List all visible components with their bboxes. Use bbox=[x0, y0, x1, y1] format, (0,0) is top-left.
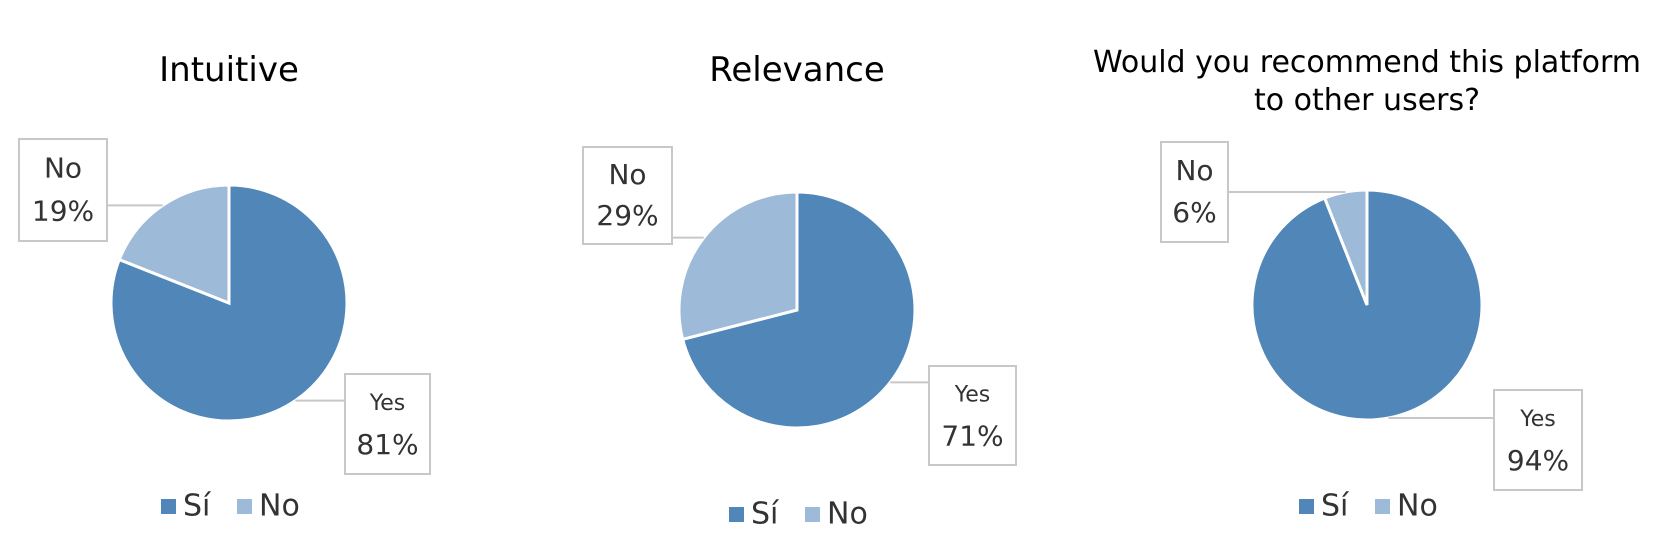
data-label-name: Yes bbox=[369, 391, 406, 416]
legend-swatch bbox=[729, 507, 744, 522]
legend-label: Sí bbox=[751, 497, 780, 532]
legend-label: Sí bbox=[183, 489, 212, 524]
legend-label: Sí bbox=[1321, 489, 1350, 524]
data-label-name: Yes bbox=[1519, 407, 1556, 432]
data-label: 6% bbox=[1172, 196, 1216, 229]
legend-swatch bbox=[161, 499, 176, 514]
pie-slice bbox=[680, 190, 917, 430]
data-label: 19% bbox=[32, 194, 94, 227]
label-box bbox=[18, 138, 108, 242]
legend-label: No bbox=[259, 489, 300, 524]
legend-label: No bbox=[827, 497, 868, 532]
chart-title: Relevance bbox=[709, 50, 885, 90]
data-label-name: Yes bbox=[954, 383, 991, 408]
pie-slice bbox=[109, 183, 349, 423]
pie-slice bbox=[677, 190, 799, 342]
data-label: 81% bbox=[356, 428, 418, 461]
label-box bbox=[1160, 141, 1229, 243]
pie-slice bbox=[1322, 188, 1369, 306]
legend-swatch bbox=[1299, 499, 1314, 514]
data-label-name: No bbox=[608, 158, 646, 191]
legend-swatch bbox=[237, 499, 252, 514]
legend-swatch bbox=[1375, 499, 1390, 514]
data-label-name: No bbox=[44, 152, 82, 185]
legend-swatch bbox=[805, 507, 820, 522]
data-label-name: No bbox=[1175, 154, 1213, 187]
data-label: 29% bbox=[596, 199, 658, 232]
label-box bbox=[344, 373, 431, 475]
chart-title: Would you recommend this platform to oth… bbox=[1092, 45, 1642, 118]
label-box bbox=[928, 365, 1017, 466]
data-label: 71% bbox=[941, 419, 1003, 452]
label-box bbox=[582, 146, 673, 245]
legend-label: No bbox=[1397, 489, 1438, 524]
label-box bbox=[1493, 389, 1583, 491]
data-label: 94% bbox=[1507, 444, 1569, 477]
chart-title: Intuitive bbox=[159, 50, 299, 90]
